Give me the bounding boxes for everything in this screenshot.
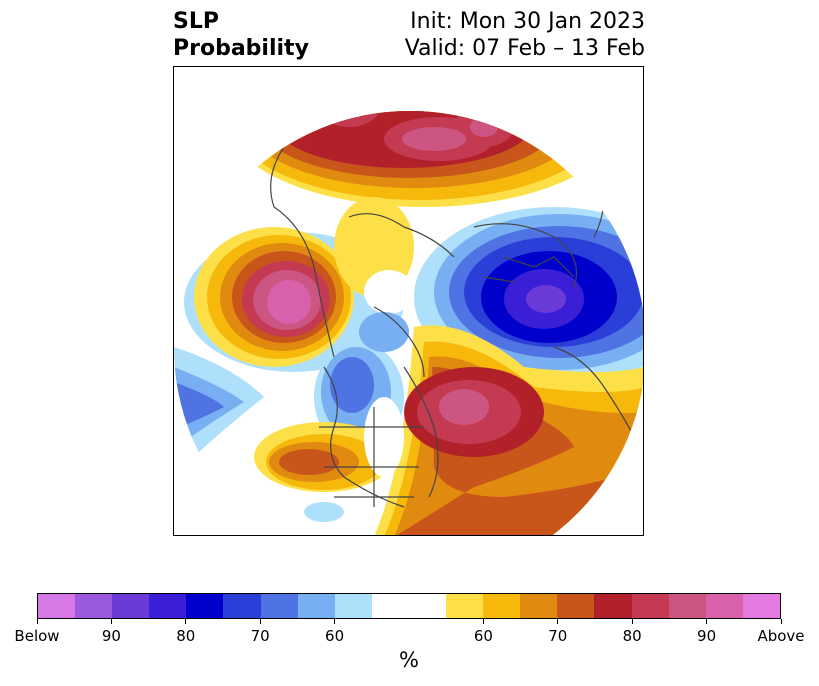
colorbar-tick-label: Above (757, 627, 805, 645)
colorbar-tick-label: 90 (101, 627, 121, 645)
title-type: Probability (173, 36, 309, 61)
colorbar-tick-label: 90 (697, 627, 717, 645)
colorbar (37, 593, 781, 619)
map-dates: Init: Mon 30 Jan 2023 Valid: 07 Feb – 13… (405, 8, 645, 62)
colorbar-tick (334, 619, 336, 624)
colorbar-swatch (223, 594, 261, 618)
colorbar-swatch (297, 594, 335, 618)
polar-map (174, 111, 643, 535)
valid-dates: Valid: 07 Feb – 13 Feb (404, 36, 645, 61)
colorbar-swatch (705, 594, 743, 618)
colorbar-tick (36, 619, 38, 624)
above-region-atlantic (374, 325, 643, 535)
colorbar-tick (631, 619, 633, 624)
colorbar-swatch (112, 594, 150, 618)
colorbar-tick-label: Below (14, 627, 60, 645)
colorbar-swatch (446, 594, 484, 618)
colorbar-swatch (334, 594, 372, 618)
colorbar-tick (110, 619, 112, 624)
colorbar-swatch (557, 594, 595, 618)
colorbar-tick-label: 80 (176, 627, 196, 645)
arctic-region (334, 197, 414, 314)
colorbar-swatch (631, 594, 669, 618)
colorbar-swatch (75, 594, 113, 618)
map-title: SLP Probability (173, 8, 309, 62)
colorbar-swatch (668, 594, 706, 618)
colorbar-swatch (408, 594, 447, 618)
colorbar-tick-label: 70 (250, 627, 270, 645)
colorbar-tick (259, 619, 261, 624)
colorbar-swatch (260, 594, 298, 618)
colorbar-swatch (520, 594, 558, 618)
init-date: Init: Mon 30 Jan 2023 (410, 9, 645, 34)
map-panel (173, 66, 644, 536)
above-region-southern-us (254, 422, 394, 522)
colorbar-tick-label: 80 (622, 627, 642, 645)
colorbar-tick-label: 60 (325, 627, 345, 645)
colorbar-swatch (483, 594, 521, 618)
colorbar-tick (557, 619, 559, 624)
colorbar-swatch (371, 594, 409, 618)
below-region-europe (414, 169, 643, 387)
title-variable: SLP (173, 9, 219, 34)
colorbar-tick (706, 619, 708, 624)
colorbar-swatch (38, 594, 76, 618)
colorbar-swatch (594, 594, 632, 618)
colorbar-label: % (399, 648, 419, 672)
colorbar-tick-label: 60 (473, 627, 493, 645)
colorbar-swatch (186, 594, 224, 618)
colorbar-tick (482, 619, 484, 624)
colorbar-swatch (149, 594, 187, 618)
colorbar-tick (185, 619, 187, 624)
below-region-subtropical-pacific (174, 347, 264, 457)
colorbar-tick-label: 70 (548, 627, 568, 645)
colorbar-swatch (742, 594, 780, 618)
colorbar-tick (780, 619, 782, 624)
